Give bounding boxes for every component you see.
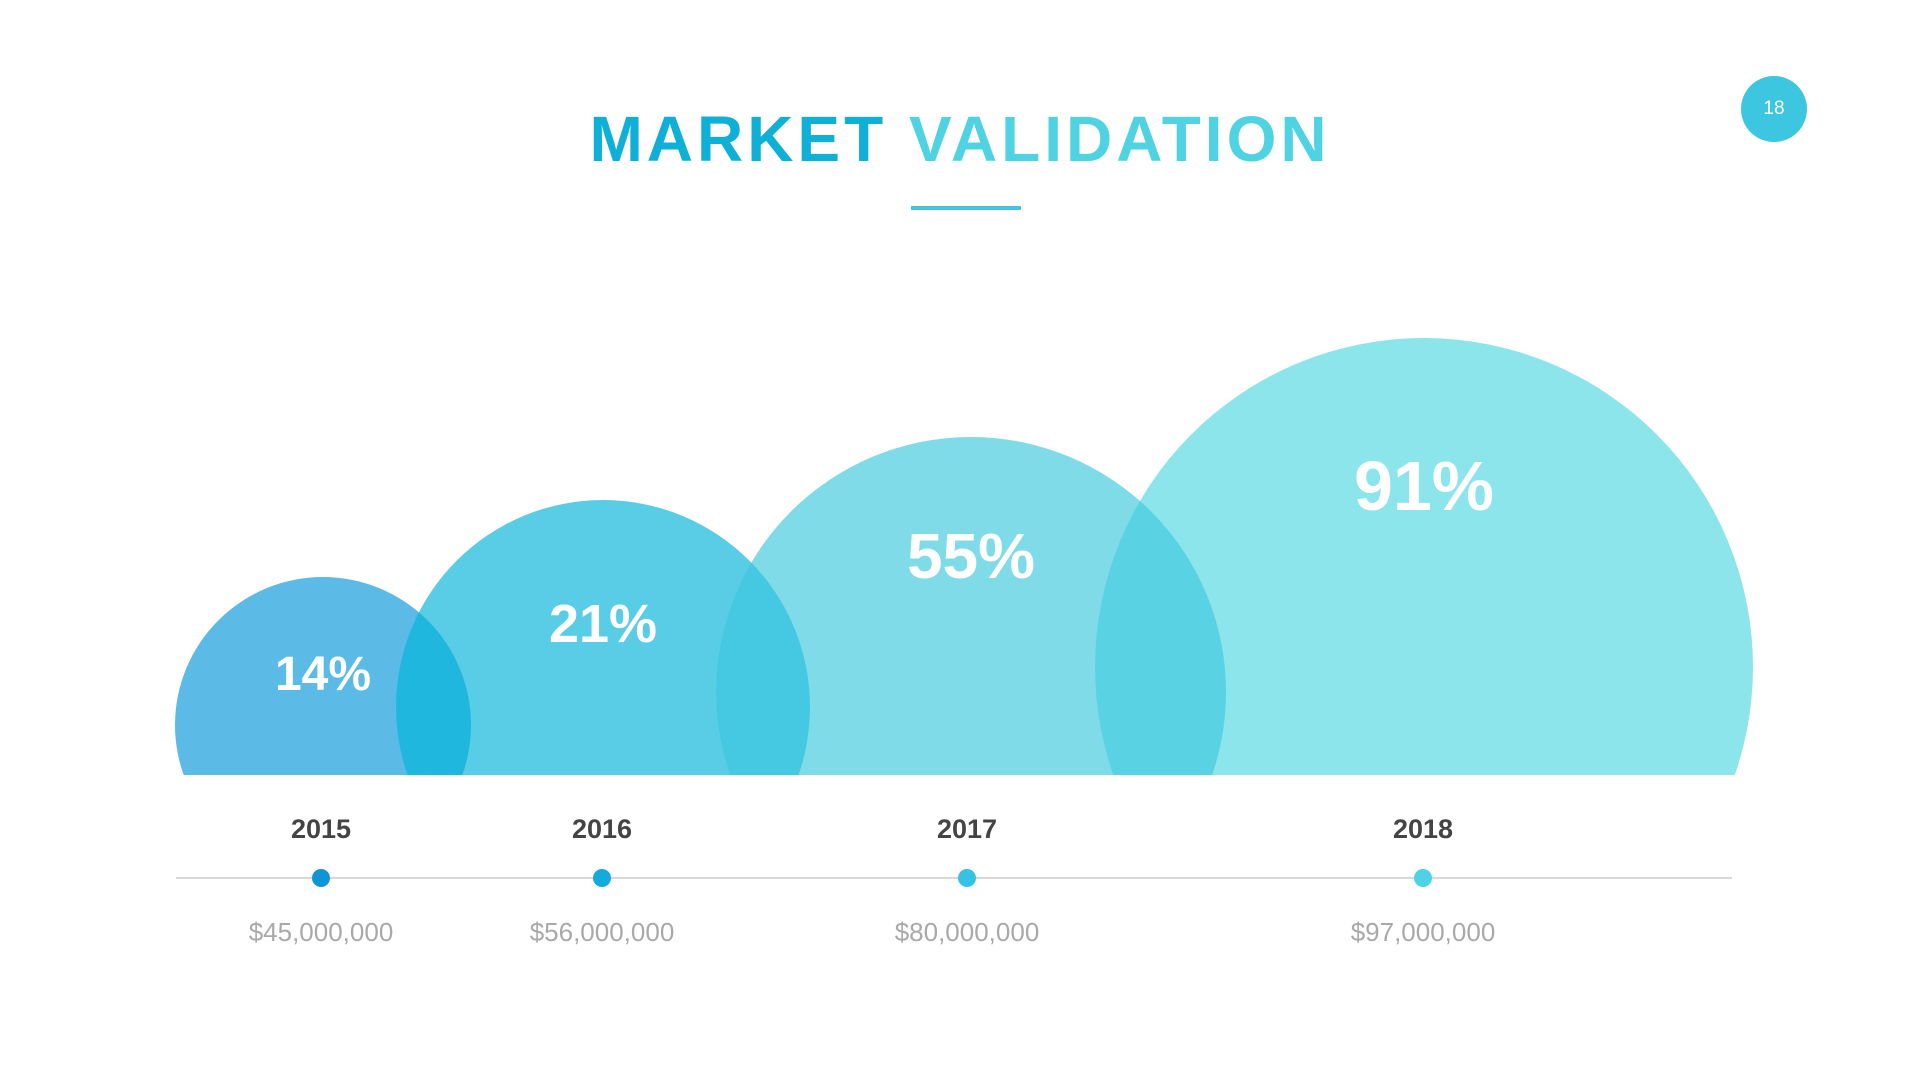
bubble-2016	[396, 500, 810, 775]
value-label-2018: $97,000,000	[1351, 917, 1496, 947]
title-word-validation: VALIDATION	[908, 103, 1331, 175]
slide-title: MARKET VALIDATION	[0, 102, 1920, 176]
percent-label-2015: 14%	[275, 648, 371, 701]
timeline-dot-2018	[1414, 869, 1432, 887]
year-label-2017: 2017	[937, 814, 997, 844]
page-number-badge: 18	[1741, 76, 1807, 142]
year-labels-group: 2015 2016 2017 2018	[291, 814, 1453, 844]
timeline-dot-2017	[958, 869, 976, 887]
year-label-2016: 2016	[572, 814, 632, 844]
percent-label-2017: 55%	[907, 520, 1035, 592]
year-label-2015: 2015	[291, 814, 351, 844]
title-word-market: MARKET	[589, 103, 888, 175]
percent-labels-group: 14% 21% 55% 91%	[275, 447, 1494, 701]
timeline-dot-2015	[312, 869, 330, 887]
value-label-2017: $80,000,000	[895, 917, 1040, 947]
value-labels-group: $45,000,000 $56,000,000 $80,000,000 $97,000…	[249, 917, 1496, 947]
timeline-dot-2016	[593, 869, 611, 887]
year-label-2018: 2018	[1393, 814, 1453, 844]
value-label-2015: $45,000,000	[249, 917, 394, 947]
percent-label-2016: 21%	[549, 594, 657, 654]
percent-label-2018: 91%	[1354, 447, 1494, 525]
timeline-dots-group	[312, 869, 1432, 887]
title-underline	[911, 206, 1021, 210]
value-label-2016: $56,000,000	[530, 917, 675, 947]
bubble-2018	[1095, 338, 1753, 775]
